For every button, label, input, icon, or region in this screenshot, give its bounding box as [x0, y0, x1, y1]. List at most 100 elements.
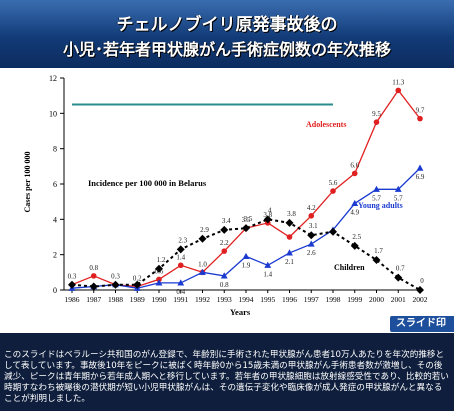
data-label-adolescents: 9.7 — [416, 107, 425, 115]
point-children — [307, 231, 316, 240]
point-adolescents — [417, 115, 423, 122]
point-young-adults — [394, 185, 402, 192]
point-adolescents — [373, 119, 380, 125]
point-children — [155, 264, 163, 273]
data-label-young-adults: 1.4 — [263, 270, 272, 278]
title-banner: チェルノブイリ原発事故後の 小児･若年者甲状腺がん手術症例数の年次推移 — [0, 0, 454, 68]
point-children — [329, 227, 337, 236]
data-label-children: 3.4 — [222, 217, 231, 225]
x-tick-label: 1992 — [195, 295, 210, 304]
point-children — [198, 234, 207, 243]
x-tick-label: 1989 — [130, 295, 145, 304]
point-young-adults — [286, 249, 293, 256]
x-axis-label: Years — [230, 307, 251, 317]
data-label-young-adults: 4.9 — [350, 208, 359, 216]
data-label-children: 3.8 — [287, 210, 296, 218]
y-axis-label: Cases per 100 000 — [23, 152, 32, 213]
point-young-adults — [199, 268, 206, 275]
annotation-young-adults: Young adults — [358, 201, 403, 210]
data-label-adolescents: 0.3 — [68, 273, 77, 281]
x-tick-label: 1998 — [326, 295, 341, 304]
point-adolescents — [308, 213, 315, 219]
x-tick-label: 1986 — [65, 295, 80, 304]
data-label-children: 3.1 — [309, 222, 318, 230]
x-tick-label: 1990 — [152, 295, 167, 304]
data-label-adolescents: 0.8 — [89, 264, 98, 272]
point-adolescents — [395, 87, 402, 94]
x-tick-label: 1994 — [239, 295, 254, 304]
data-label-adolescents: 1.4 — [176, 253, 185, 261]
data-label-children: 1.2 — [157, 256, 166, 264]
point-children — [372, 255, 381, 264]
data-label-adolescents: 9.5 — [372, 110, 381, 118]
x-tick-label: 1991 — [173, 295, 188, 304]
point-young-adults — [373, 185, 380, 192]
data-label-young-adults: 0.8 — [220, 281, 229, 289]
point-children — [350, 241, 359, 250]
point-young-adults — [155, 279, 163, 286]
point-young-adults — [307, 240, 315, 247]
chart: 0 2 4 6 8 10 12 1986 1987 1988 1989 1990 1991 1992 199… — [23, 74, 428, 317]
point-young-adults — [351, 199, 359, 207]
y-tick-label: 4 — [53, 215, 57, 224]
y-tick-label: 8 — [53, 145, 57, 154]
data-label-adolescents: 0.2 — [133, 274, 142, 282]
data-label-children: 0.7 — [396, 265, 405, 273]
data-labels-group: 0.3 0.8 0.3 0.2 0.6 1.4 1.0 2.2 3.5 3.8 4.2 5.6 6.6 9… — [68, 78, 425, 296]
point-adolescents — [177, 262, 184, 269]
data-label-adolescents: 5.6 — [329, 179, 338, 187]
chart-axes: 0 2 4 6 8 10 12 1986 1987 1988 1989 1990 1991 1992 199… — [49, 74, 428, 304]
point-children — [111, 280, 120, 289]
data-label-adolescents: 0.6 — [155, 267, 164, 275]
title-line-2: 小児･若年者甲状腺がん手術症例数の年次推移 — [62, 40, 391, 59]
x-tick-label: 1999 — [347, 295, 362, 304]
point-children — [68, 280, 76, 289]
data-label-children: 2.5 — [352, 233, 361, 241]
point-children — [89, 282, 98, 291]
y-tick-label: 12 — [49, 74, 57, 83]
data-label-young-adults: 5.7 — [394, 194, 403, 202]
y-tick-label: 10 — [49, 109, 57, 118]
data-label-children: 2.9 — [200, 226, 209, 234]
point-young-adults — [220, 272, 228, 279]
x-tick-label: 1996 — [282, 295, 297, 304]
y-tick-label: 0 — [53, 286, 57, 295]
data-label-young-adults: 0.4 — [176, 288, 185, 296]
y-tick-label: 6 — [53, 180, 57, 189]
point-adolescents — [90, 273, 97, 279]
data-label-adolescents: 0.3 — [111, 273, 120, 281]
point-young-adults — [177, 279, 185, 286]
point-adolescents — [221, 248, 228, 254]
data-label-adolescents: 6.6 — [350, 161, 359, 169]
y-tick-label: 2 — [53, 251, 57, 260]
data-label-adolescents: 3.5 — [242, 216, 251, 224]
series-group — [68, 87, 424, 294]
data-label-young-adults: 6.9 — [416, 173, 425, 181]
point-children — [263, 215, 272, 224]
data-label-children: 2.3 — [178, 236, 187, 244]
data-label-young-adults: 5.7 — [372, 194, 381, 202]
data-label-young-adults: 2.1 — [285, 258, 294, 266]
caption-box: このスライドはベラルーシ共和国のがん登録で、年齢別に手術された甲状腺がん患者10… — [0, 333, 454, 411]
data-label-adolescents: 11.3 — [392, 78, 404, 86]
data-label-adolescents: 4.2 — [307, 204, 316, 212]
title-line-1: チェルノブイリ原発事故後の — [116, 15, 338, 35]
data-label-children: 0 — [420, 277, 424, 285]
data-label-young-adults: 2.6 — [307, 249, 316, 257]
data-label-adolescents: 2.2 — [220, 239, 229, 247]
point-adolescents — [351, 170, 358, 177]
x-tick-label: 2000 — [369, 295, 384, 304]
x-tick-label: 2002 — [413, 295, 428, 304]
point-children — [242, 224, 250, 233]
x-tick-label: 1997 — [304, 295, 319, 304]
point-adolescents — [286, 234, 293, 240]
x-tick-label: 1987 — [86, 295, 101, 304]
title-box: チェルノブイリ原発事故後の 小児･若年者甲状腺がん手術症例数の年次推移 — [6, 4, 448, 62]
point-children — [416, 286, 424, 294]
data-label-adolescents: 3.8 — [263, 211, 272, 219]
chart-title: Incidence per 100 000 in Belarus — [88, 178, 207, 188]
slide-print-badge[interactable]: スライド印刷 — [390, 316, 454, 345]
data-label-children: 4 — [268, 206, 272, 214]
point-adolescents — [330, 188, 336, 194]
x-tick-label: 1993 — [217, 295, 232, 304]
